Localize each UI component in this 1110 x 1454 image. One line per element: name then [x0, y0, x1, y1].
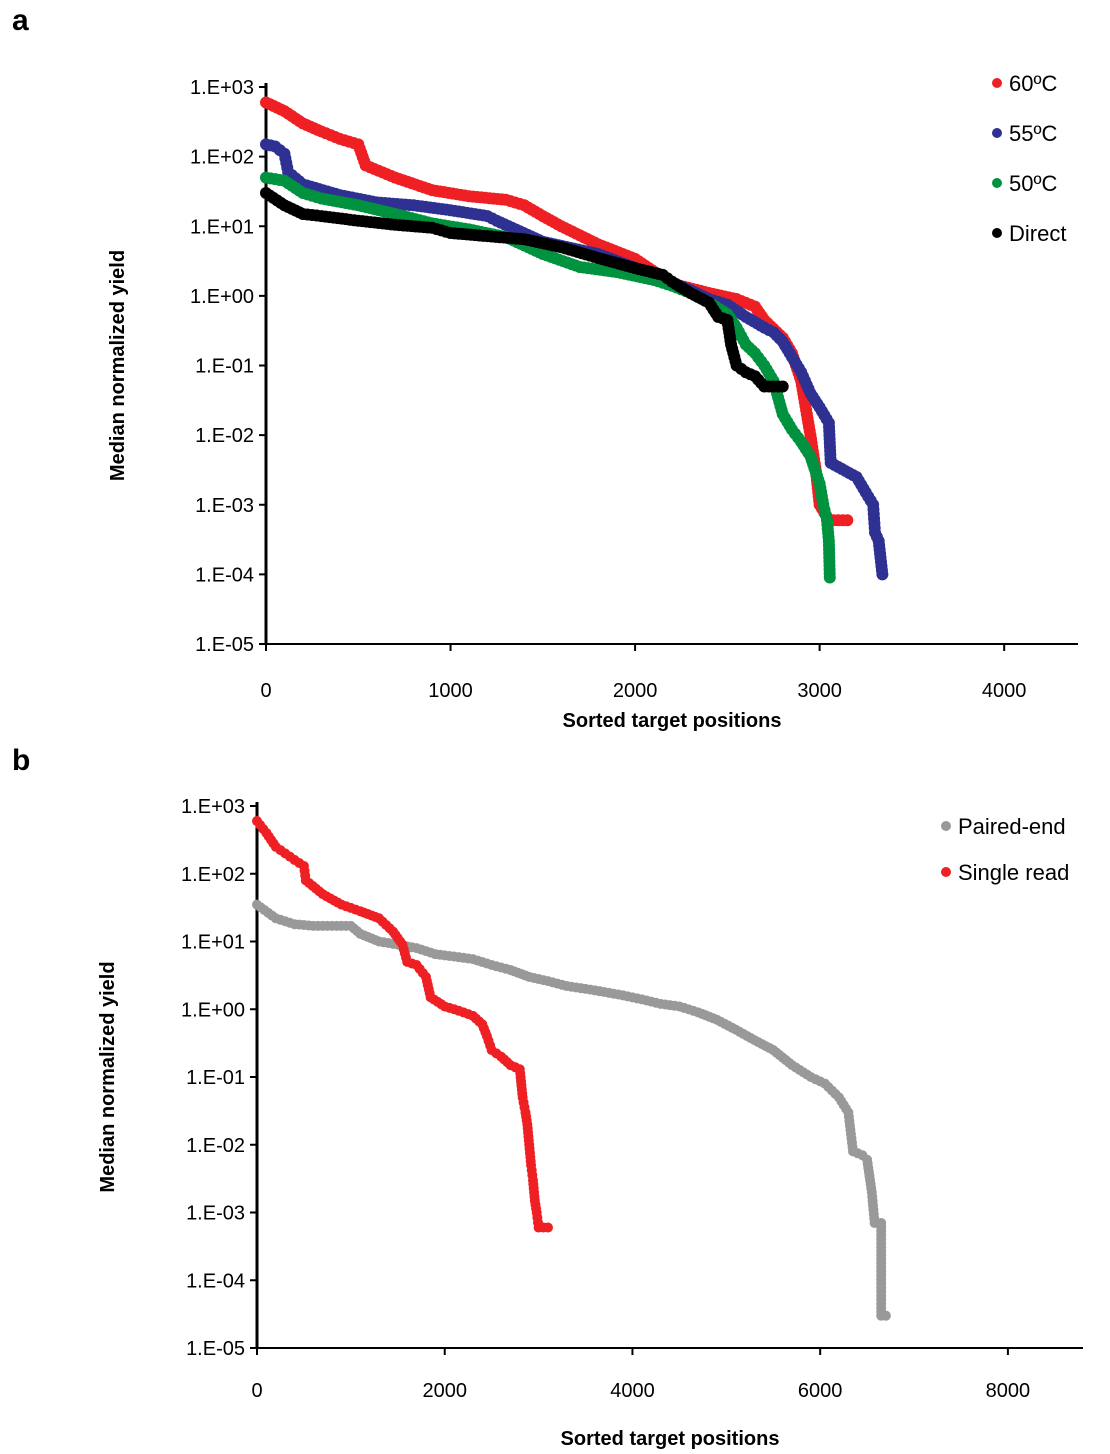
legend-label: 55ºC [1009, 121, 1058, 146]
legend-label: Paired-end [958, 814, 1066, 839]
data-point [876, 568, 889, 581]
legend-marker [992, 78, 1002, 88]
legend-item: Paired-end [941, 814, 1066, 839]
data-point [776, 380, 789, 393]
y-tick-label: 1.E+03 [181, 796, 245, 818]
y-tick-label: 1.E-03 [186, 1203, 245, 1225]
y-tick-label: 1.E-04 [186, 1270, 245, 1292]
y-tick-label: 1.E-04 [195, 564, 254, 586]
legend-marker [992, 178, 1002, 188]
panel-label: a [12, 4, 29, 37]
y-tick-label: 1.E-02 [186, 1135, 245, 1157]
x-tick-label: 3000 [797, 680, 842, 702]
y-tick-label: 1.E-01 [186, 1067, 245, 1089]
x-tick-label: 0 [251, 1380, 262, 1402]
y-tick-label: 1.E-02 [195, 425, 254, 447]
x-tick-label: 0 [260, 680, 271, 702]
x-tick-label: 2000 [613, 680, 658, 702]
legend-item: 50ºC [992, 171, 1058, 196]
series-60-c [260, 96, 854, 527]
x-tick-label: 2000 [422, 1380, 467, 1402]
y-tick-label: 1.E+02 [190, 147, 254, 169]
data-point [823, 571, 836, 584]
y-tick-label: 1.E-05 [186, 1338, 245, 1360]
data-point [880, 1310, 891, 1321]
x-tick-label: 6000 [798, 1380, 843, 1402]
y-tick-label: 1.E+03 [190, 77, 254, 99]
x-axis-label: Sorted target positions [561, 1428, 780, 1450]
legend-label: 50ºC [1009, 171, 1058, 196]
legend-marker [941, 867, 951, 877]
data-point [542, 1222, 553, 1233]
legend-item: 55ºC [992, 121, 1058, 146]
y-tick-label: 1.E+02 [181, 864, 245, 886]
y-tick-label: 1.E-03 [195, 495, 254, 517]
x-axis-label: Sorted target positions [563, 710, 782, 732]
y-tick-label: 1.E-01 [195, 356, 254, 378]
legend-label: Direct [1009, 221, 1066, 246]
legend-item: Single read [941, 860, 1069, 885]
legend-marker [992, 128, 1002, 138]
y-axis-label: Median normalized yield [97, 961, 119, 1192]
y-tick-label: 1.E+00 [190, 286, 254, 308]
legend-item: 60ºC [992, 71, 1058, 96]
y-tick-label: 1.E+01 [181, 932, 245, 954]
y-tick-label: 1.E+00 [181, 999, 245, 1021]
y-axis-label: Median normalized yield [107, 250, 129, 481]
series-paired-end [252, 899, 891, 1321]
x-tick-label: 1000 [428, 680, 473, 702]
legend-marker [941, 821, 951, 831]
x-tick-label: 8000 [986, 1380, 1031, 1402]
data-point [841, 514, 854, 527]
legend-item: Direct [992, 221, 1066, 246]
panel-label: b [12, 744, 30, 777]
x-tick-label: 4000 [610, 1380, 655, 1402]
series-direct [260, 187, 789, 393]
legend-label: 60ºC [1009, 71, 1058, 96]
legend-label: Single read [958, 860, 1069, 885]
legend-marker [992, 228, 1002, 238]
chart-panel-b: b 1.E-05 1.E-04 1.E-03 1.E-02 1.E-01 1.E+00 1.E… [12, 744, 1083, 1450]
y-tick-label: 1.E-05 [195, 634, 254, 656]
y-tick-label: 1.E+01 [190, 216, 254, 238]
x-tick-label: 4000 [982, 680, 1027, 702]
series-single-read [252, 816, 553, 1233]
chart-panel-a: a 1.E-05 1.E-04 1.E-03 1.E-02 1.E-01 1.E+00 1.E… [12, 4, 1078, 732]
